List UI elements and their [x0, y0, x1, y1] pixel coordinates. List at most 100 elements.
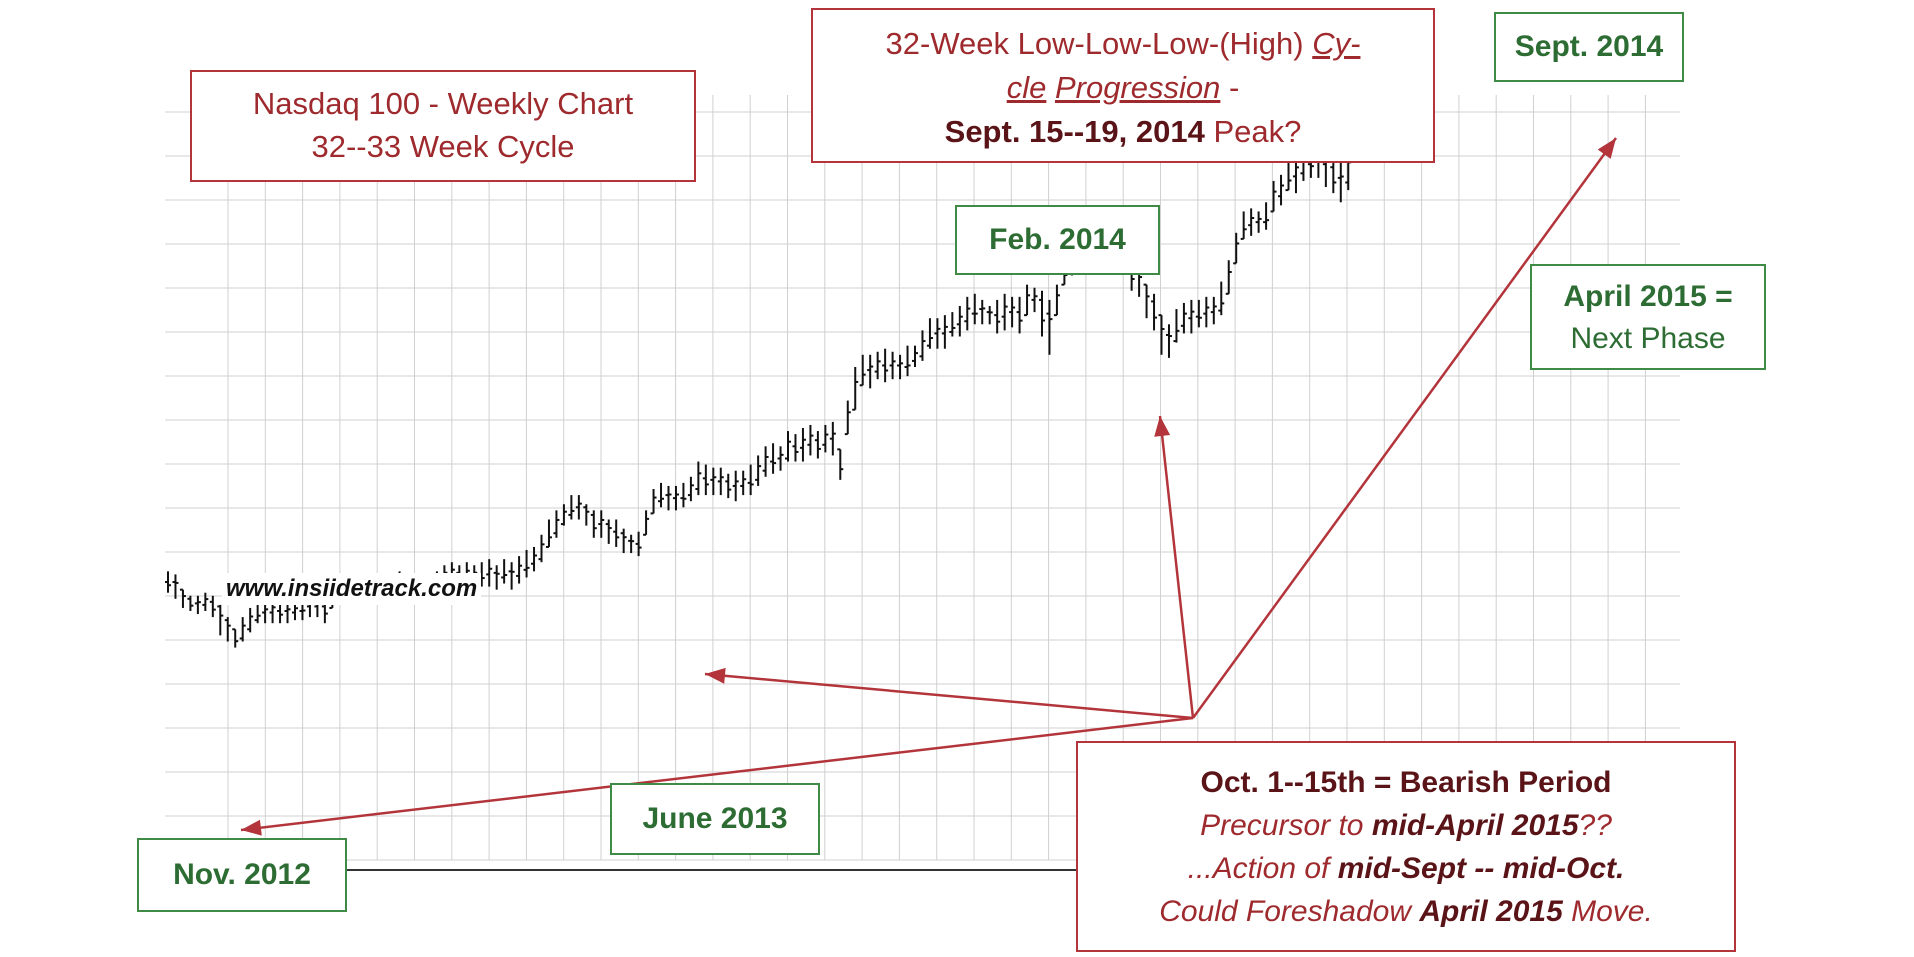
label-feb-2014: Feb. 2014: [955, 205, 1160, 275]
price-bar: [501, 559, 508, 584]
peak-date: Sept. 15--19, 2014: [944, 114, 1205, 149]
price-bar: [889, 351, 896, 380]
price-bar: [1218, 281, 1225, 316]
label-april-2015: April 2015 = Next Phase: [1530, 264, 1766, 370]
price-bar: [799, 428, 806, 462]
price-bar: [1240, 211, 1247, 240]
price-bar: [187, 595, 194, 611]
price-bar: [755, 455, 762, 486]
price-bar: [867, 354, 874, 389]
price-bar: [232, 628, 239, 648]
price-bar: [971, 293, 978, 325]
price-bar: [1180, 302, 1187, 334]
price-bar: [956, 306, 963, 337]
price-bar: [770, 443, 777, 474]
price-bar: [628, 534, 635, 554]
price-bar: [740, 470, 747, 496]
price-bar: [1053, 284, 1060, 317]
price-bar: [1001, 293, 1008, 331]
cycle-line2-b: Progression: [1054, 70, 1221, 105]
price-bar: [747, 464, 754, 496]
price-bar: [202, 592, 209, 611]
price-bar: [1248, 208, 1255, 236]
price-bar: [575, 495, 582, 520]
price-bar: [239, 617, 246, 642]
price-bar: [785, 431, 792, 462]
price-bar: [516, 556, 523, 584]
price-bar: [665, 485, 672, 511]
price-bar: [994, 299, 1001, 334]
cycle-line1-em: Cy-: [1312, 26, 1361, 61]
cycle-line1: 32-Week Low-Low-Low-(High): [885, 26, 1313, 61]
bearish-title: Oct. 1--15th = Bearish Period: [1200, 766, 1612, 799]
price-bar: [1016, 296, 1023, 334]
price-bar: [545, 519, 552, 548]
price-bar: [1255, 211, 1262, 233]
price-bar: [919, 330, 926, 361]
price-bar: [702, 464, 709, 496]
price-bar: [531, 546, 538, 572]
chart-grid: [165, 95, 1680, 861]
price-bar: [493, 565, 500, 590]
price-bar: [209, 595, 216, 618]
price-bar: [538, 534, 545, 563]
price-bar: [590, 510, 597, 538]
arrow-to-nov-2012: [240, 716, 1194, 836]
price-bar: [179, 588, 186, 608]
price-bar: [568, 495, 575, 520]
price-bar: [1225, 260, 1232, 295]
price-bar: [1143, 283, 1150, 319]
price-bar: [1233, 232, 1240, 265]
price-bar: [605, 519, 612, 544]
price-bar: [852, 367, 859, 411]
price-bar: [941, 315, 948, 349]
price-bar: [897, 354, 904, 380]
price-bar: [284, 601, 291, 624]
price-bar: [1278, 174, 1285, 206]
price-bar: [1158, 314, 1165, 355]
price-bar: [837, 448, 844, 480]
price-bar: [165, 571, 171, 593]
price-bar: [717, 467, 724, 496]
price-bar: [680, 482, 687, 508]
bearish-period-box: Oct. 1--15th = Bearish Period Precursor …: [1076, 741, 1736, 952]
cycle-line2-a: cle: [1006, 70, 1047, 105]
price-bar: [979, 299, 986, 325]
price-bar: [986, 306, 993, 325]
price-bar: [1151, 293, 1158, 331]
label-june-2013: June 2013: [610, 783, 820, 855]
price-bar: [508, 562, 515, 590]
label-nov-2012: Nov. 2012: [137, 838, 347, 912]
price-bar: [247, 607, 254, 633]
price-bar: [583, 504, 590, 526]
price-bar: [620, 528, 627, 554]
price-bar: [1046, 299, 1053, 355]
price-bar: [1195, 299, 1202, 328]
price-bar: [1203, 296, 1210, 328]
price-bar: [643, 510, 650, 536]
price-bar: [1188, 299, 1195, 334]
source-url: www.insiidetrack.com: [222, 573, 482, 605]
price-bar: [814, 431, 821, 459]
price-bar: [762, 446, 769, 477]
title-box: Nasdaq 100 - Weekly Chart 32--33 Week Cy…: [190, 70, 696, 182]
price-bar: [732, 470, 739, 502]
price-bar: [964, 296, 971, 331]
price-bar: [613, 519, 620, 547]
price-bar: [1210, 296, 1217, 325]
arrow-to-june-2013: [704, 667, 1194, 720]
cycle-arrows: [240, 137, 1618, 836]
price-bar: [777, 446, 784, 471]
price-bar: [926, 318, 933, 349]
price-bar: [553, 510, 560, 538]
price-bar: [829, 421, 836, 456]
price-bar: [904, 345, 911, 377]
price-bar: [695, 461, 702, 496]
price-bar: [635, 531, 642, 557]
chart-title: Nasdaq 100 - Weekly Chart: [252, 86, 634, 121]
price-bar: [1263, 202, 1270, 230]
price-bar: [1165, 324, 1172, 358]
price-bar: [262, 601, 269, 624]
price-bar: [560, 504, 567, 526]
